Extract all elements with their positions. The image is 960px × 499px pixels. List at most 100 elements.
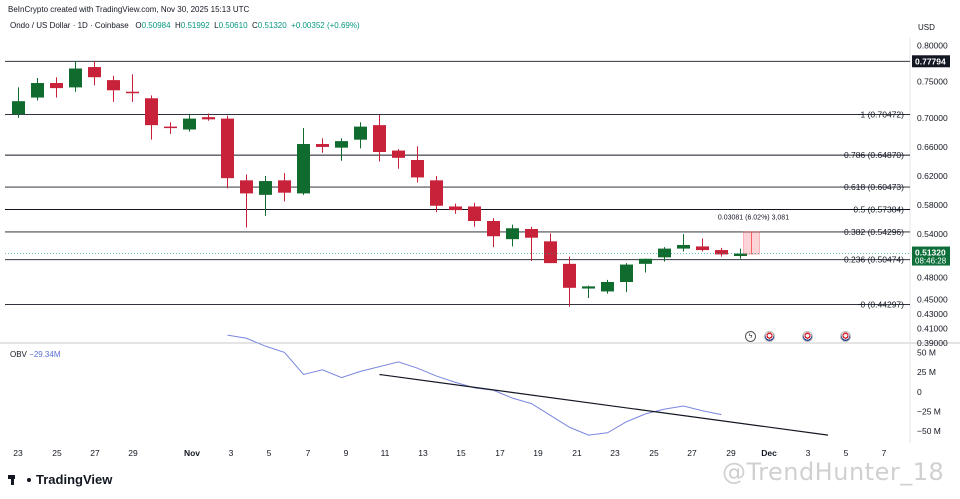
x-tick-label: 27 [90,448,100,458]
candle-body [582,286,595,289]
candle-body [335,141,348,148]
price-tick-label: 0.58000 [917,200,948,210]
price-tick-label: 0.75000 [917,77,948,87]
candle-body [354,126,367,140]
watermark: @TrendHunter_18 [722,458,945,486]
current-price-badge [912,246,950,266]
close-key: C [251,21,258,30]
tradingview-logo-icon [8,474,24,485]
candle-body [12,101,25,115]
x-tick-label: 3 [806,448,811,458]
logo-text: TradingView [36,472,113,487]
fib-level-label: 0.618 (0.60473) [844,182,904,192]
candle-body [259,181,272,195]
candle-body [50,83,63,89]
open-key: O [135,21,142,30]
candle-body [373,125,386,153]
candle-body [449,206,462,211]
lightning-icon[interactable]: ϟ [745,331,756,342]
price-tick-label: 0.48000 [917,273,948,283]
candle-body [221,118,234,179]
fib-level-label: 1 (0.70472) [861,109,905,119]
us-flag-icon[interactable] [764,331,775,342]
obv-legend: OBV −29.34M [10,350,61,359]
price-tick-label: 0.70000 [917,113,948,123]
logo-dot-icon [27,477,31,482]
candle-body [525,228,538,238]
candle-body [202,117,215,120]
x-tick-label: 23 [13,448,23,458]
obv-tick-label: −50 M [917,426,941,436]
price-tick-label: 0.62000 [917,171,948,181]
high-badge-label: 0.77794 [915,56,946,66]
us-flag-icon[interactable] [840,331,851,342]
close-value: 0.51320 [257,21,287,30]
candle-body [487,221,500,237]
x-tick-label: Nov [184,448,200,458]
x-tick-label: 19 [533,448,543,458]
fib-level-label: 0.786 (0.64870) [844,150,904,160]
x-tick-label: 11 [381,448,390,458]
x-tick-label: Dec [761,448,777,458]
created-note: BeInCrypto created with TradingView.com,… [8,5,250,14]
x-tick-label: 25 [649,448,659,458]
measure-label: 0.03081 (6.02%) 3,081 [718,215,789,222]
price-tick-label: 0.66000 [917,142,948,152]
candle-body [658,248,671,258]
candle-body [145,98,158,126]
candle-body [677,244,690,249]
obv-line [227,334,722,436]
low-key: L [214,21,219,30]
x-tick-label: 7 [306,448,311,458]
us-flag-icon[interactable] [802,331,813,342]
candle-body [31,83,44,98]
price-tick-label: 0.80000 [917,40,948,50]
change-value: +0.00352 (+0.69%) [291,21,360,30]
open-value: 0.50984 [141,21,171,30]
currency-label: USD [918,23,935,32]
candle-body [601,282,614,292]
x-tick-label: 23 [610,448,620,458]
candle-body [506,228,519,240]
symbol-label: Ondo / US Dollar · 1D · Coinbase [10,21,129,30]
price-tick-label: 0.45000 [917,294,948,304]
fib-level-label: 0.382 (0.54296) [844,227,904,237]
x-tick-label: 25 [52,448,62,458]
x-tick-label: 3 [229,448,234,458]
x-tick-label: 29 [726,448,736,458]
x-tick-label: 5 [267,448,272,458]
low-value: 0.50610 [218,21,248,30]
obv-tick-label: 0 [917,387,922,397]
candle-body [544,241,557,264]
obv-label: OBV [10,350,27,359]
candle-body [715,250,728,255]
candle-body [278,180,291,193]
price-tick-label: 0.43000 [917,309,948,319]
x-tick-label: 15 [456,448,466,458]
candle-body [696,246,709,251]
candle-body [411,160,424,178]
tradingview-logo[interactable]: TradingView [8,472,112,487]
candle-body [164,126,177,129]
candle-body [316,144,329,147]
candle-body [107,80,120,91]
fib-level-label: 0 (0.44297) [861,300,905,310]
candle-body [392,150,405,158]
candle-body [563,263,576,288]
x-tick-label: 9 [344,448,349,458]
candle-body [88,67,101,78]
x-tick-label: 13 [418,448,428,458]
price-tick-label: 0.54000 [917,229,948,239]
price-tick-label: 0.39000 [917,338,948,348]
current-price-value: 0.51320 [915,248,946,258]
candle-body [183,118,196,130]
obv-trendline [379,373,829,436]
x-tick-label: 29 [128,448,138,458]
candle-body [69,68,82,88]
obv-value: −29.34M [29,350,61,359]
obv-tick-label: 50 M [917,347,936,357]
price-tick-label: 0.41000 [917,323,948,333]
ohlc-legend: Ondo / US Dollar · 1D · Coinbase O0.5098… [10,21,360,30]
countdown-value: 08:46:28 [915,257,947,266]
